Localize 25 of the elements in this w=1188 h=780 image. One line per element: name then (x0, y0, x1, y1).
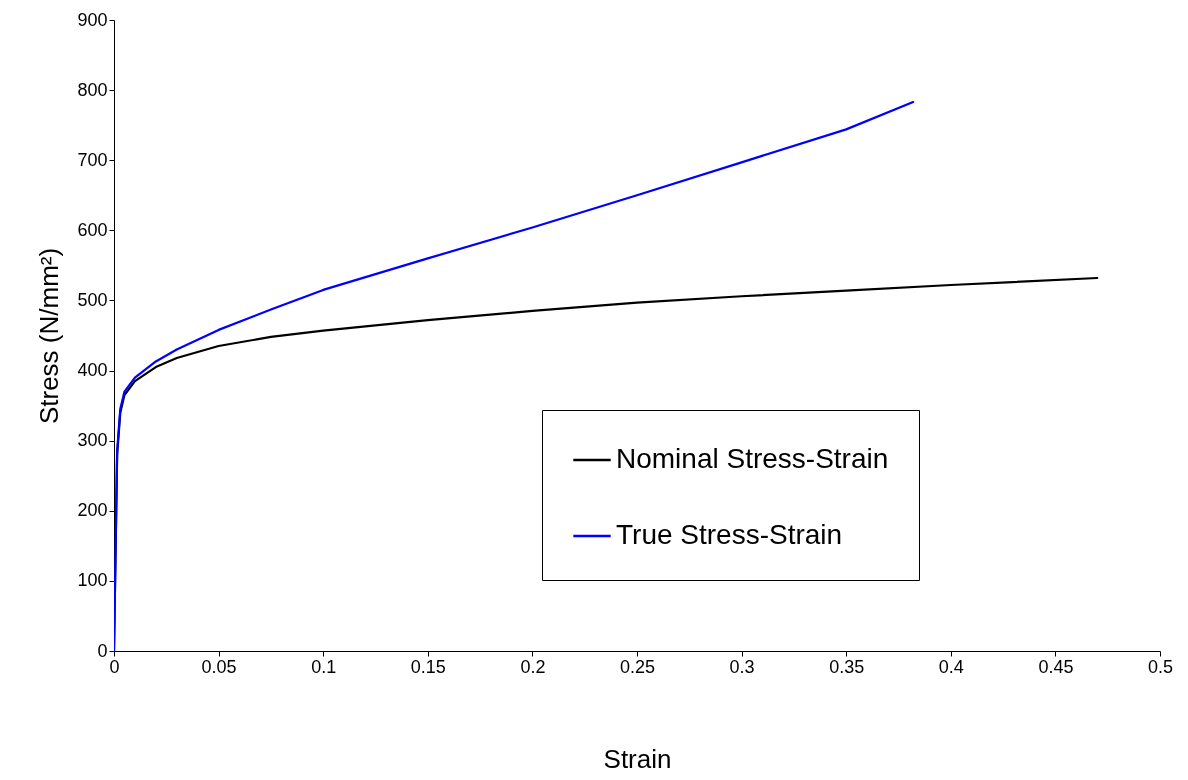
legend-label: Nominal Stress-Strain (616, 443, 889, 474)
legend-label: True Stress-Strain (616, 519, 843, 550)
x-tick-label: 0.45 (1038, 656, 1074, 677)
y-tick-label: 200 (77, 500, 108, 521)
x-tick-label: 0.15 (410, 656, 446, 677)
y-tick-label: 800 (77, 79, 108, 100)
x-tick-label: 0.25 (619, 656, 656, 677)
y-tick-label: 900 (77, 9, 108, 30)
x-tick-label: 0.4 (938, 656, 964, 677)
y-tick-label: 600 (77, 219, 108, 240)
x-tick-label: 0.35 (829, 656, 865, 677)
y-tick-label: 0 (97, 640, 108, 661)
x-tick-label: 0.3 (729, 656, 755, 677)
y-tick-label: 400 (77, 360, 108, 381)
y-tick-label: 100 (77, 570, 108, 591)
x-tick-label: 0.05 (201, 656, 237, 677)
y-tick-label: 500 (77, 289, 108, 310)
x-tick-label: 0.1 (311, 656, 337, 677)
y-tick-label: 700 (77, 149, 108, 170)
x-tick-label: 0.5 (1147, 656, 1174, 677)
x-tick-label: 0.2 (520, 656, 546, 677)
line-series (114, 100, 915, 651)
y-tick-label: 300 (77, 430, 108, 451)
y-axis-title: Stress (N/mm²) (34, 247, 65, 425)
x-axis-title: Strain (603, 743, 672, 774)
